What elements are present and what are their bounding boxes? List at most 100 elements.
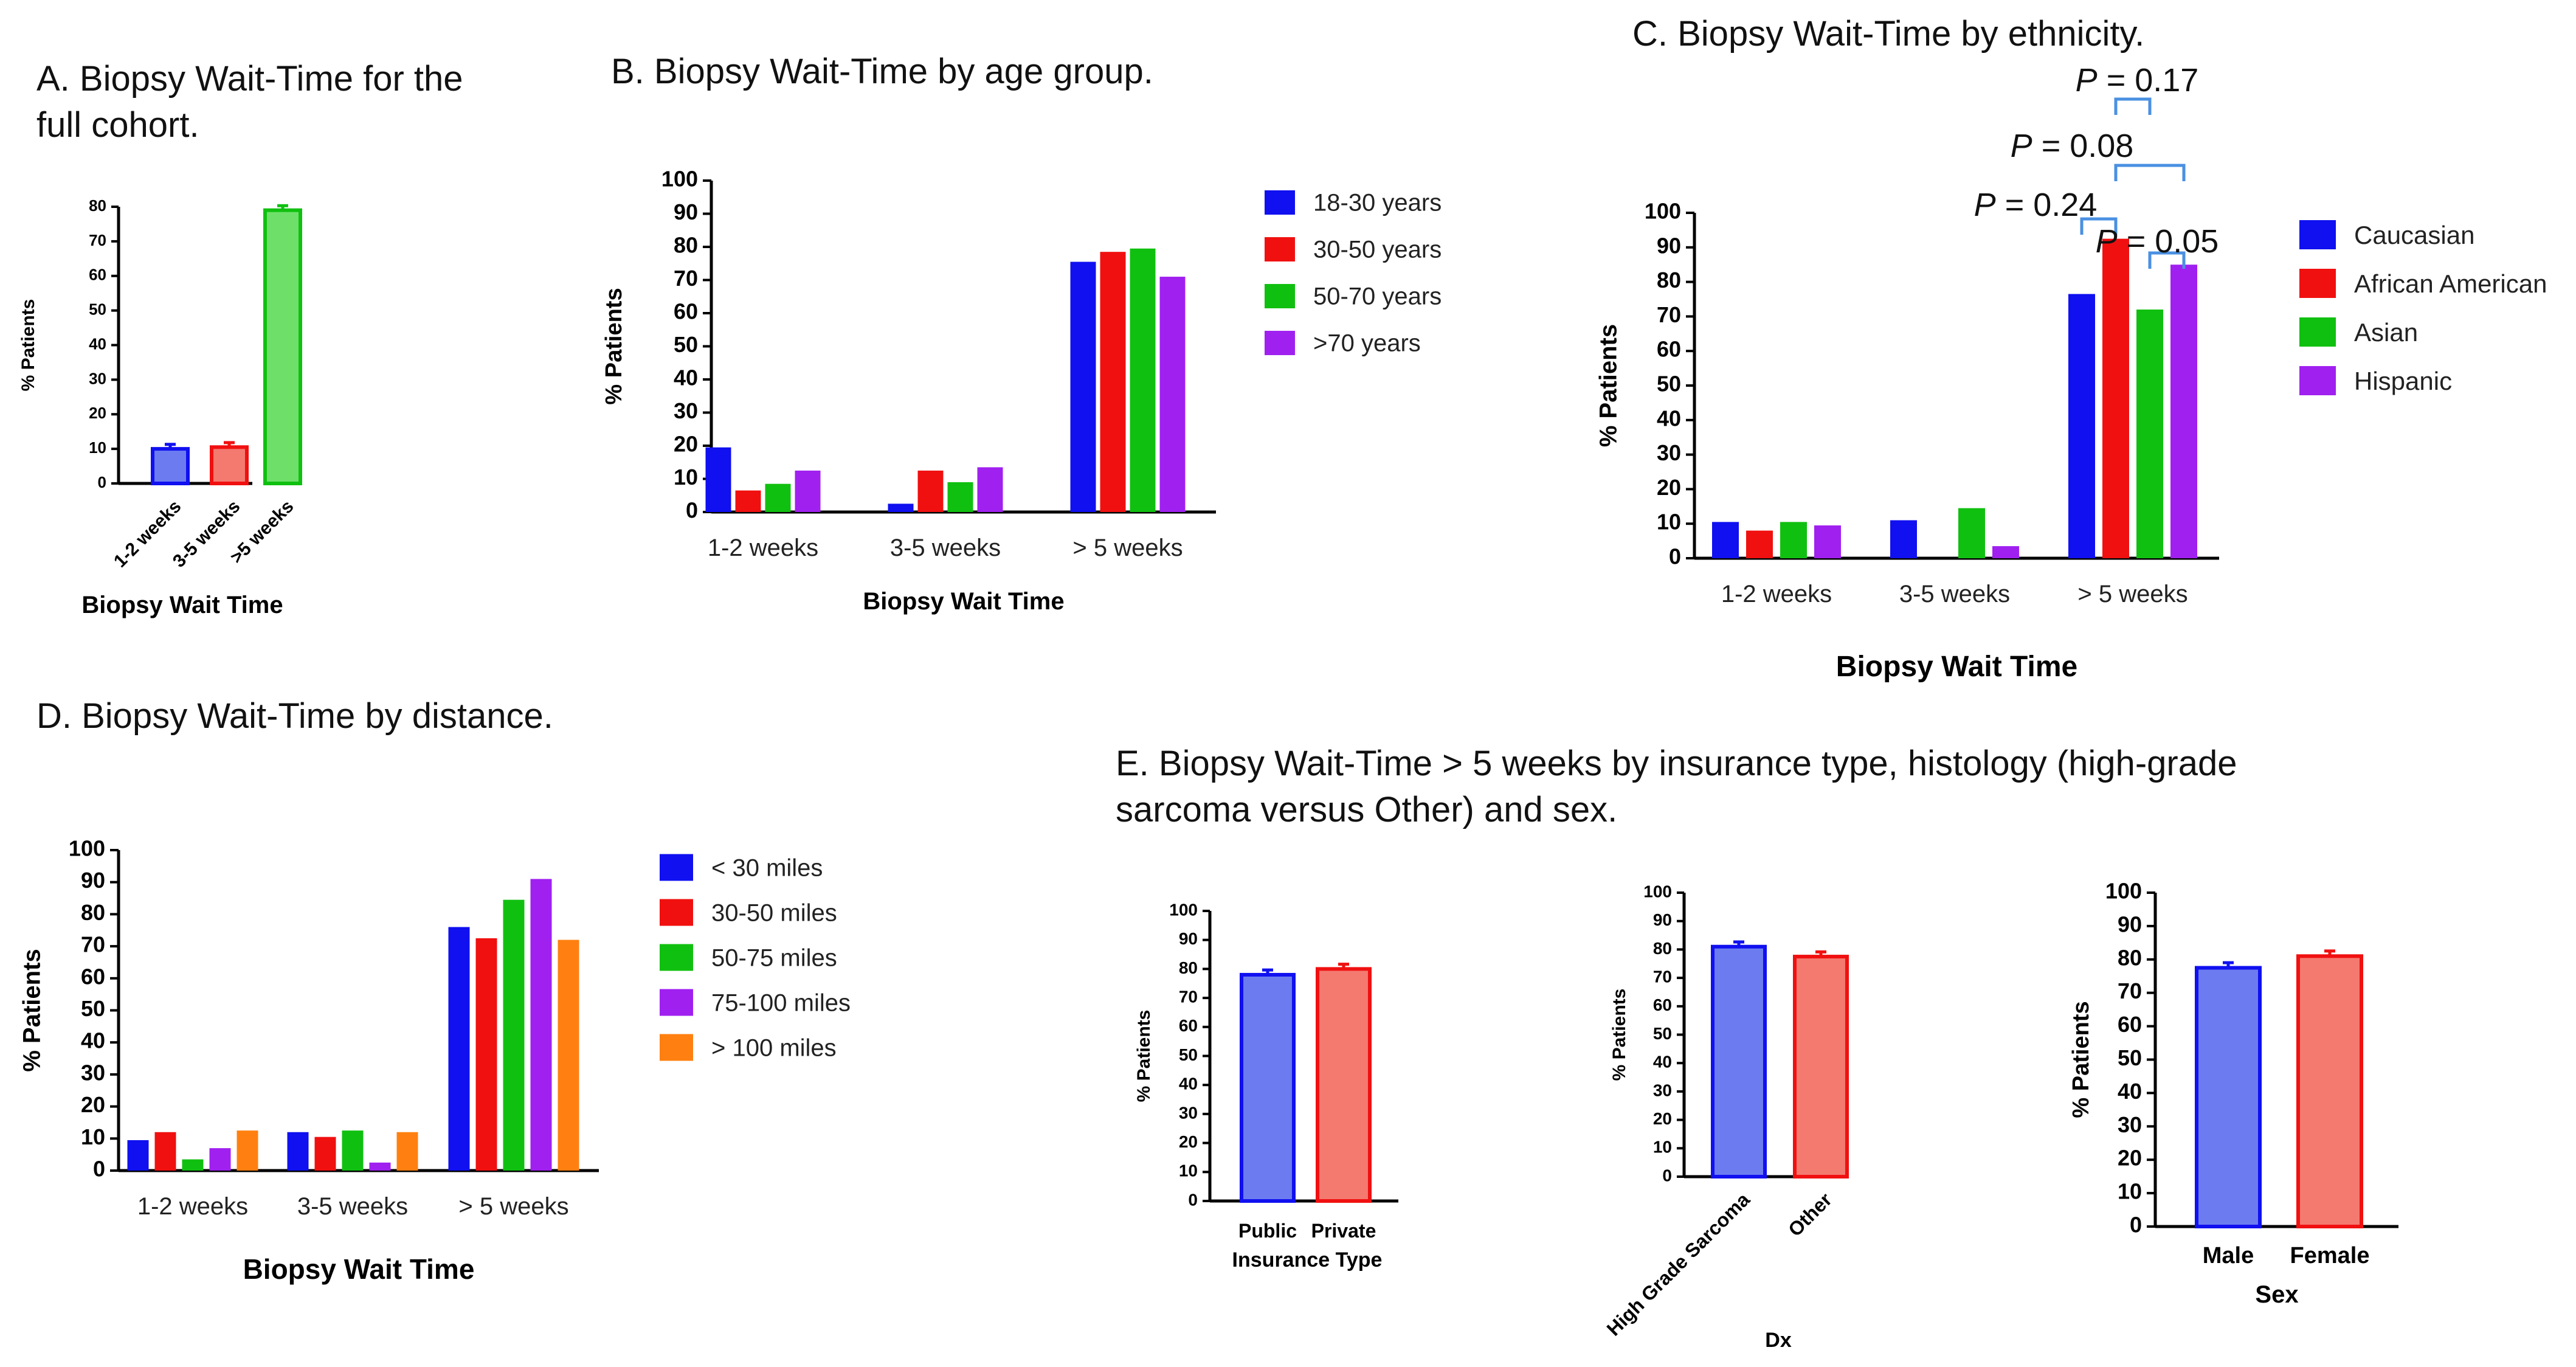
panel-b-bar-3-2 (1159, 277, 1186, 512)
panel-a-bar-0 (151, 447, 190, 485)
panel-d-title: D. Biopsy Wait-Time by distance. (36, 693, 553, 739)
panel-e-title-line2: sarcoma versus Other) and sex. (1116, 790, 1618, 829)
panel-c-ytick-label: 100 (1645, 199, 1681, 224)
panel-d-xtick-label: 3-5 weeks (297, 1193, 408, 1220)
panel-c-bracket-1 (2114, 164, 2186, 181)
panel-d-bar-4-1 (396, 1132, 418, 1171)
panel-e3-ytick-label: 40 (2118, 1079, 2142, 1104)
panel-b-ytick-label: 30 (674, 398, 698, 423)
panel-e2-ytick-label: 100 (1643, 882, 1672, 901)
panel-d-bar-1-1 (314, 1137, 336, 1171)
panel-a-bar-1 (210, 445, 249, 485)
panel-e2-ytick-label: 30 (1653, 1081, 1672, 1099)
panel-e3-ylabel: % Patients (2068, 1001, 2094, 1118)
panel-e1-ytick-label: 30 (1179, 1103, 1198, 1122)
panel-e2-bar-1 (1793, 955, 1849, 1178)
panel-e1-bar-1 (1316, 967, 1372, 1203)
panel-b-legend-swatch (1265, 237, 1295, 261)
panel-e1-ytick-label: 100 (1169, 900, 1198, 919)
panel-e2-ytick-label: 80 (1653, 939, 1672, 958)
panel-e2-ytick-label: 70 (1653, 967, 1672, 986)
panel-b-legend-swatch (1265, 284, 1295, 308)
panel-c-legend-swatch (2299, 220, 2336, 249)
panel-a-xlabel: Biopsy Wait Time (81, 592, 283, 618)
panel-b-ytick-label: 80 (674, 233, 698, 258)
panel-a-bar-2 (263, 208, 302, 485)
panel-e2-ytick-label: 50 (1653, 1024, 1672, 1043)
panel-e2-xlabel: Dx (1765, 1329, 1792, 1352)
panel-a-ytick-label: 70 (89, 231, 106, 249)
panel-e2-ytick-label: 40 (1653, 1053, 1672, 1071)
panel-d-ytick-label: 60 (81, 964, 105, 989)
panel-e2-ytick-label: 60 (1653, 995, 1672, 1014)
panel-c-bracket-2 (2080, 217, 2118, 235)
panel-e1-xlabel: Insurance Type (1232, 1248, 1383, 1272)
panel-b-xtick-label: 1-2 weeks (708, 535, 818, 561)
panel-c-bar-0-0 (1712, 522, 1739, 558)
panel-b-legend-swatch (1265, 331, 1295, 355)
panel-b-legend-label: 50-70 years (1313, 283, 1442, 310)
panel-e2-ytick-label: 10 (1653, 1138, 1672, 1157)
panel-c-pvalue-3: P = 0.05 (2096, 223, 2219, 260)
panel-d-bar-3-0 (209, 1148, 231, 1171)
panel-c-legend-label: Asian (2354, 318, 2418, 347)
panel-d-legend-swatch (660, 1034, 693, 1061)
panel-d-bar-4-0 (237, 1130, 258, 1171)
panel-e-title-line1: E. Biopsy Wait-Time > 5 weeks by insuran… (1116, 744, 2237, 783)
panel-c-xtick-label: > 5 weeks (2077, 581, 2188, 607)
panel-c-title: C. Biopsy Wait-Time by ethnicity. (1632, 11, 2144, 57)
panel-a-ytick-label: 20 (89, 404, 106, 422)
panel-d-bar-2-1 (342, 1130, 364, 1171)
panel-d-legend-label: 30-50 miles (711, 900, 837, 927)
panel-c-xtick-label: 3-5 weeks (1899, 581, 2010, 607)
panel-e1-ytick-label: 0 (1188, 1190, 1198, 1209)
panel-d-bar-4-2 (558, 940, 579, 1171)
panel-c-xlabel: Biopsy Wait Time (1836, 651, 2077, 683)
panel-c-pvalue-1: P = 0.08 (2011, 128, 2134, 164)
panel-a-ytick-label: 50 (89, 300, 106, 319)
panel-d-ytick-label: 10 (81, 1124, 105, 1149)
panel-b-bar-1-1 (917, 470, 944, 512)
panel-b-legend-label: 30-50 years (1313, 237, 1442, 263)
panel-e3-ytick-label: 50 (2118, 1045, 2142, 1070)
panel-a-title: A. Biopsy Wait-Time for the full cohort. (36, 56, 463, 148)
panel-d-bar-0-0 (127, 1140, 149, 1171)
panel-e1-ytick-label: 40 (1179, 1075, 1198, 1093)
panel-c-ytick-label: 0 (1669, 544, 1681, 569)
panel-d-bar-1-0 (154, 1132, 176, 1171)
panel-b-ytick-label: 0 (686, 498, 698, 523)
panel-e1-ytick-label: 50 (1179, 1045, 1198, 1064)
panel-c-legend-swatch (2299, 366, 2336, 395)
panel-c-bracket-3 (2148, 251, 2186, 269)
panel-d-bar-3-2 (530, 879, 552, 1171)
panel-c-ytick-label: 20 (1657, 475, 1681, 500)
panel-b-bar-3-1 (977, 467, 1003, 512)
panel-d-ytick-label: 90 (81, 868, 105, 893)
panel-c-bracket-0 (2114, 97, 2152, 115)
panel-c-bar-2-1 (1958, 508, 1985, 558)
panel-a-ytick-label: 80 (89, 196, 106, 215)
panel-c-ytick-label: 50 (1657, 372, 1681, 396)
panel-e3-ytick-label: 30 (2118, 1112, 2142, 1137)
panel-e3-xlabel: Sex (2255, 1281, 2298, 1308)
panel-d-legend-swatch (660, 854, 693, 881)
panel-b-xlabel: Biopsy Wait Time (863, 588, 1064, 615)
panel-d-bar-0-1 (287, 1132, 309, 1171)
panel-b-bar-2-2 (1130, 248, 1156, 512)
panel-b-bar-2-0 (765, 483, 791, 512)
panel-b-bar-0-1 (888, 504, 914, 512)
panel-b-legend-label: 18-30 years (1313, 190, 1442, 216)
panel-e3-xtick-label: Female (2290, 1243, 2370, 1268)
panel-e1-xtick-label: Private (1311, 1220, 1376, 1242)
panel-e1-ytick-label: 20 (1179, 1132, 1198, 1151)
panel-e2-ytick-label: 0 (1662, 1166, 1672, 1185)
panel-d-legend-label: < 30 miles (711, 855, 823, 882)
panel-d-xtick-label: 1-2 weeks (137, 1193, 248, 1220)
panel-c-bar-3-1 (1992, 546, 2019, 558)
panel-e1-ytick-label: 60 (1179, 1016, 1198, 1035)
panel-d-ytick-label: 100 (69, 836, 105, 861)
panel-b-bar-3-0 (795, 470, 821, 512)
panel-c-ytick-label: 10 (1657, 510, 1681, 535)
panel-b-ytick-label: 40 (674, 365, 698, 390)
